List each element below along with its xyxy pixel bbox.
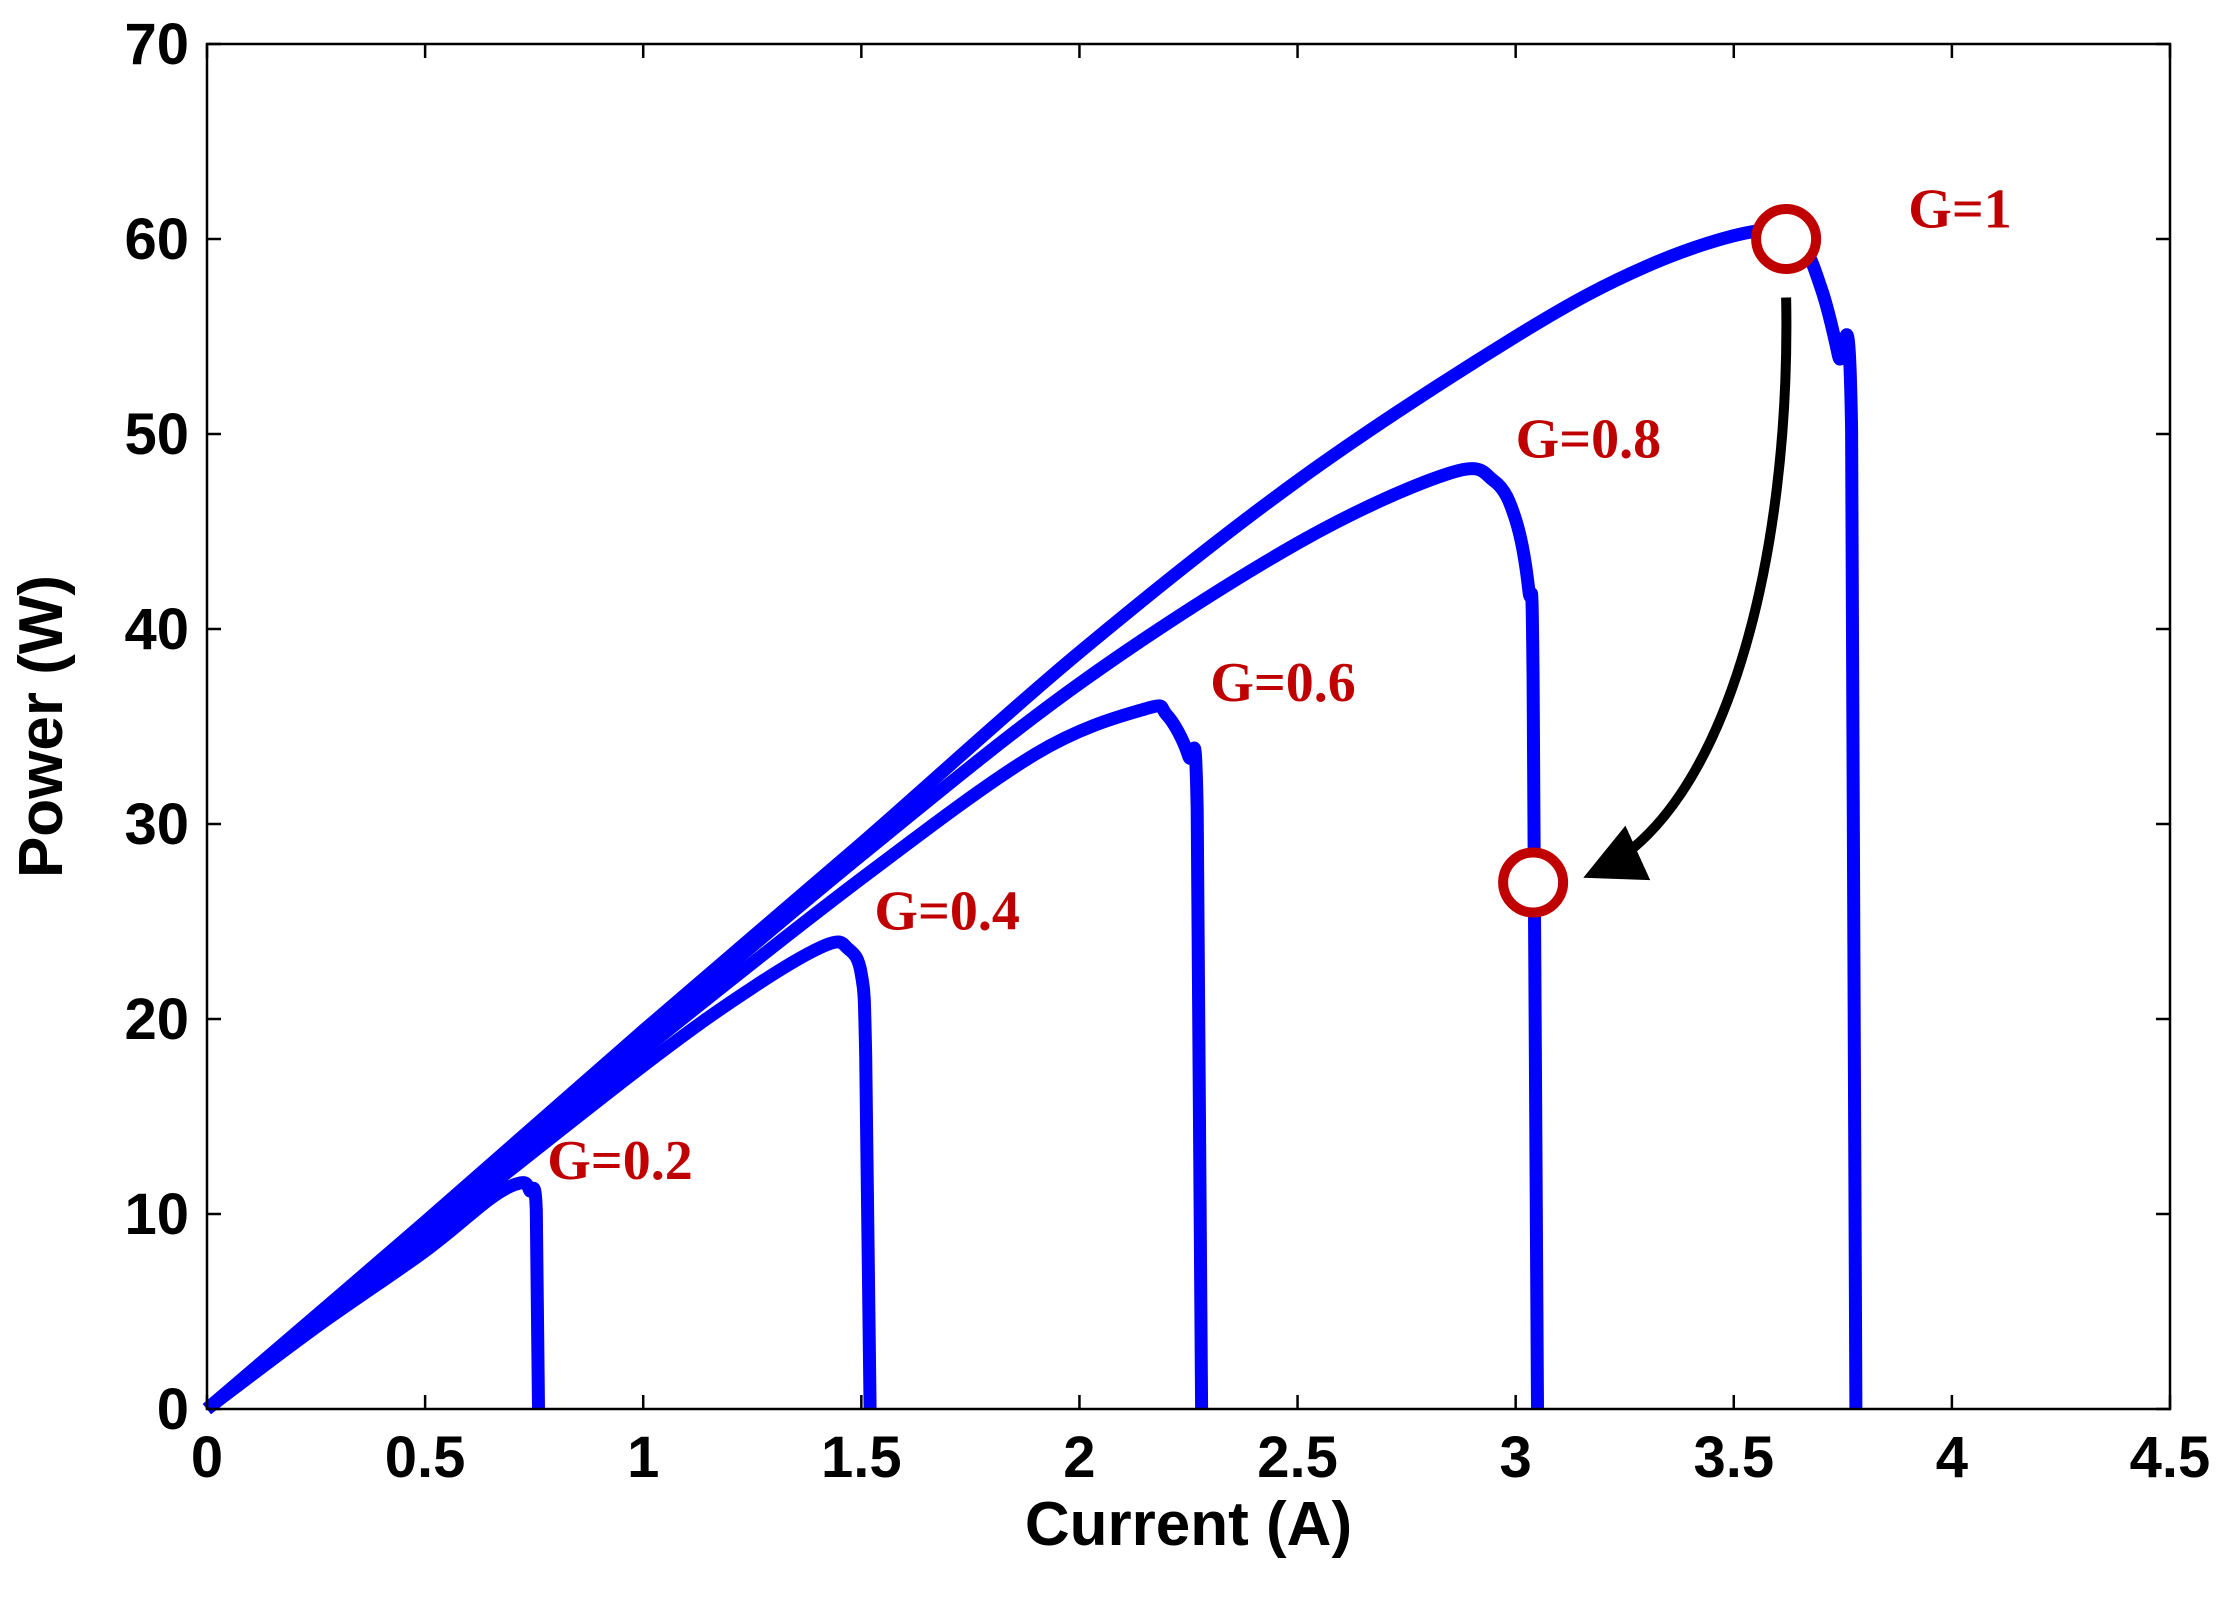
series-label: G=1 <box>1908 178 2011 240</box>
ticks-group: 0 0.5 1 1.5 2 2.5 3 3.5 4 4.5 0 10 20 30 40 50 60 70 <box>124 12 2210 1490</box>
operating-point-marker <box>1751 204 1822 274</box>
operating-point-marker <box>1498 847 1569 918</box>
y-tick-label: 60 <box>124 207 189 272</box>
transition-arrow <box>1583 297 1792 881</box>
y-tick-label: 50 <box>124 402 189 467</box>
x-tick-label: 0 <box>191 1425 223 1490</box>
y-tick-label: 20 <box>124 987 189 1052</box>
x-tick-label: 1.5 <box>821 1425 902 1490</box>
series-line <box>202 223 1863 1414</box>
y-tick-label: 0 <box>157 1377 189 1442</box>
x-tick-label: 3 <box>1500 1425 1532 1490</box>
x-tick-label: 4.5 <box>2130 1425 2211 1490</box>
series-label: G=0.4 <box>874 880 1019 942</box>
annotations-group: G=0.2 G=0.4 G=0.6 G=0.8 G=1 <box>547 178 2011 1192</box>
y-axis-label: Power (W) <box>7 575 76 878</box>
y-tick-label: 70 <box>124 12 189 77</box>
x-tick-label: 4 <box>1936 1425 1968 1490</box>
curves-group <box>202 223 1863 1415</box>
x-tick-label: 0.5 <box>385 1425 466 1490</box>
series-label: G=0.8 <box>1516 408 1661 470</box>
plot-frame <box>205 42 2172 1411</box>
x-tick-label: 3.5 <box>1693 1425 1774 1490</box>
x-tick-label: 2.5 <box>1257 1425 1338 1490</box>
y-tick-label: 30 <box>124 792 189 857</box>
x-axis-label: Current (A) <box>1025 1490 1352 1559</box>
y-tick-label: 10 <box>124 1182 189 1247</box>
x-tick-label: 1 <box>627 1425 659 1490</box>
series-label: G=0.2 <box>547 1130 692 1192</box>
y-tick-label: 40 <box>124 597 189 662</box>
series-label: G=0.6 <box>1210 652 1355 714</box>
x-tick-label: 2 <box>1063 1425 1095 1490</box>
